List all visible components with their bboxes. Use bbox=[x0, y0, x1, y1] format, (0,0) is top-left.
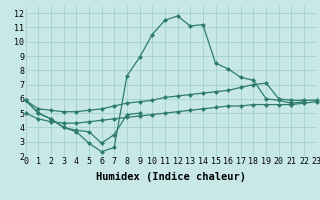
X-axis label: Humidex (Indice chaleur): Humidex (Indice chaleur) bbox=[96, 172, 246, 182]
